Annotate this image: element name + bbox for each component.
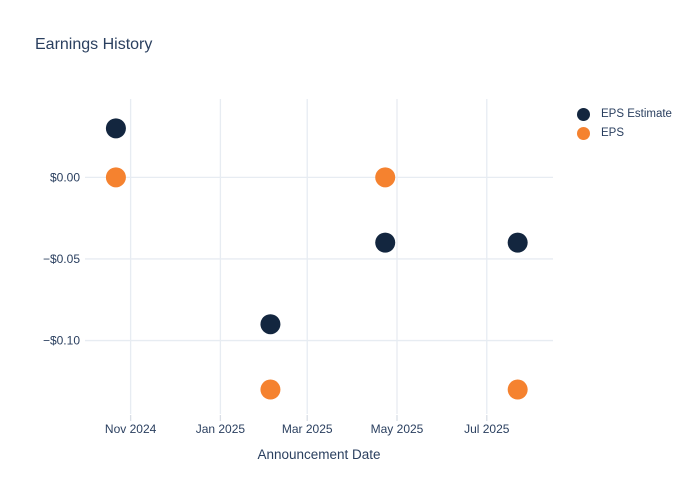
x-tick-label: Mar 2025 [282, 422, 333, 436]
chart-title: Earnings History [35, 36, 153, 53]
data-point-eps[interactable] [260, 379, 281, 400]
y-tick-label: $0.00 [50, 170, 80, 184]
y-tick-label: −$0.10 [43, 334, 80, 348]
data-point-eps[interactable] [375, 167, 396, 188]
x-tick-label: May 2025 [371, 422, 424, 436]
x-axis-title: Announcement Date [257, 447, 381, 462]
eps-estimate-marker-icon [577, 107, 590, 121]
legend-label-eps: EPS [601, 127, 625, 139]
data-point-eps-estimate[interactable] [507, 232, 528, 253]
legend-item-eps-estimate[interactable]: EPS Estimate [577, 106, 672, 122]
data-point-eps-estimate[interactable] [260, 314, 281, 335]
legend-label-eps-estimate: EPS Estimate [601, 108, 672, 120]
eps-marker-icon [577, 126, 590, 140]
y-tick-label: −$0.05 [43, 252, 80, 266]
x-tick-label: Jul 2025 [464, 422, 510, 436]
data-point-eps[interactable] [105, 167, 126, 188]
data-point-eps-estimate[interactable] [375, 232, 396, 253]
legend-item-eps[interactable]: EPS [577, 125, 672, 141]
data-point-eps-estimate[interactable] [105, 118, 126, 139]
data-point-eps[interactable] [507, 379, 528, 400]
legend: EPS Estimate EPS [577, 106, 672, 141]
x-tick-label: Jan 2025 [196, 422, 246, 436]
x-tick-label: Nov 2024 [105, 422, 157, 436]
